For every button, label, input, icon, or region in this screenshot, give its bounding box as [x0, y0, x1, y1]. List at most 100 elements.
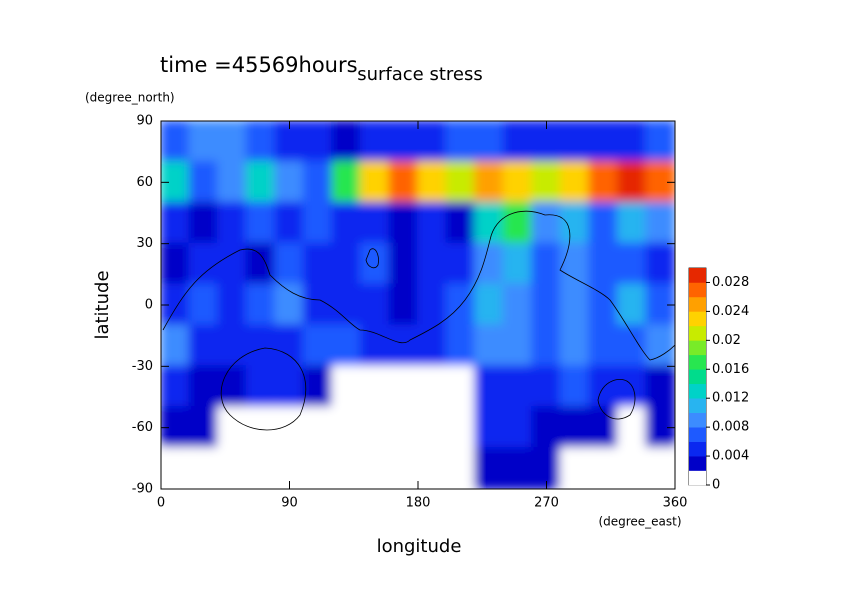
cell — [245, 365, 277, 409]
cell — [474, 324, 505, 368]
cell — [445, 324, 477, 368]
cell — [188, 121, 220, 163]
cell — [616, 283, 648, 327]
colorbar-band — [689, 268, 706, 283]
cell — [302, 160, 334, 204]
cell — [474, 283, 505, 327]
cell — [331, 242, 362, 286]
x-axis-title: longitude — [377, 536, 462, 557]
colorbar-band — [689, 282, 706, 298]
colorbar-tick-label: 0.028 — [712, 275, 749, 290]
cell — [274, 406, 305, 450]
cell — [302, 324, 334, 368]
coastline — [365, 248, 379, 269]
cell — [274, 201, 305, 245]
cell — [445, 121, 477, 163]
cell — [474, 121, 505, 163]
cell — [359, 406, 391, 450]
colorbar-tick-label: 0.024 — [712, 304, 749, 319]
cell — [388, 447, 419, 489]
cell — [645, 365, 675, 409]
cell — [559, 447, 591, 489]
cell — [217, 406, 248, 450]
cell — [331, 121, 362, 163]
cell — [588, 324, 619, 368]
cell — [445, 406, 477, 450]
cell — [445, 160, 477, 204]
coastlines — [162, 210, 675, 431]
cell — [502, 242, 534, 286]
x-tick-label: 270 — [534, 496, 559, 511]
colorbar-tick-label: 0.02 — [712, 333, 741, 348]
cell — [274, 160, 305, 204]
cell — [359, 365, 391, 409]
cell — [388, 406, 419, 450]
cell — [588, 283, 619, 327]
cell — [302, 242, 334, 286]
x-tick-label: 90 — [281, 496, 298, 511]
cell — [531, 324, 562, 368]
cell — [588, 242, 619, 286]
cell — [245, 324, 277, 368]
cell — [417, 324, 448, 368]
cell — [616, 406, 648, 450]
colorbar-band — [689, 383, 706, 399]
colorbar-tick-label: 0.004 — [712, 449, 749, 464]
cell — [331, 324, 362, 368]
cell — [245, 121, 277, 163]
cell — [417, 201, 448, 245]
cell — [217, 121, 248, 163]
cell — [388, 121, 419, 163]
cell — [274, 365, 305, 409]
cell — [588, 406, 619, 450]
cell — [331, 447, 362, 489]
cell — [474, 242, 505, 286]
colorbar-band — [689, 340, 706, 356]
cell — [445, 201, 477, 245]
cell — [359, 447, 391, 489]
cell — [417, 160, 448, 204]
cell — [161, 121, 191, 163]
cell — [217, 201, 248, 245]
cell — [616, 201, 648, 245]
cell — [616, 121, 648, 163]
y-tick-label: -60 — [132, 420, 153, 435]
y-unit: (degree_north) — [85, 91, 175, 105]
x-unit: (degree_east) — [598, 515, 681, 529]
y-tick-label: 60 — [136, 175, 153, 190]
cell — [559, 283, 591, 327]
colorbar-tick-label: 0.016 — [712, 362, 749, 377]
cell — [474, 201, 505, 245]
colorbar-band — [689, 470, 706, 486]
colorbar-band — [689, 369, 706, 385]
colorbar-band — [689, 325, 706, 341]
cell — [331, 160, 362, 204]
cell — [217, 447, 248, 489]
cell — [645, 324, 675, 368]
cell — [274, 324, 305, 368]
colorbar-band — [689, 412, 706, 428]
cell — [388, 201, 419, 245]
cell — [217, 160, 248, 204]
cell — [645, 121, 675, 163]
colorbar-band — [689, 456, 706, 471]
cell — [161, 324, 191, 368]
colorbar-band — [689, 296, 706, 312]
cell — [445, 365, 477, 409]
cell — [302, 365, 334, 409]
cell — [616, 242, 648, 286]
cell — [502, 447, 534, 489]
cell — [445, 447, 477, 489]
cell — [588, 447, 619, 489]
cell — [245, 242, 277, 286]
cell — [474, 447, 505, 489]
cell — [445, 242, 477, 286]
y-tick-label: 90 — [136, 114, 153, 129]
cell — [531, 365, 562, 409]
cell — [245, 447, 277, 489]
cell — [559, 121, 591, 163]
cell — [474, 365, 505, 409]
cell — [502, 201, 534, 245]
cell — [645, 447, 675, 489]
x-tick-label: 0 — [157, 496, 165, 511]
